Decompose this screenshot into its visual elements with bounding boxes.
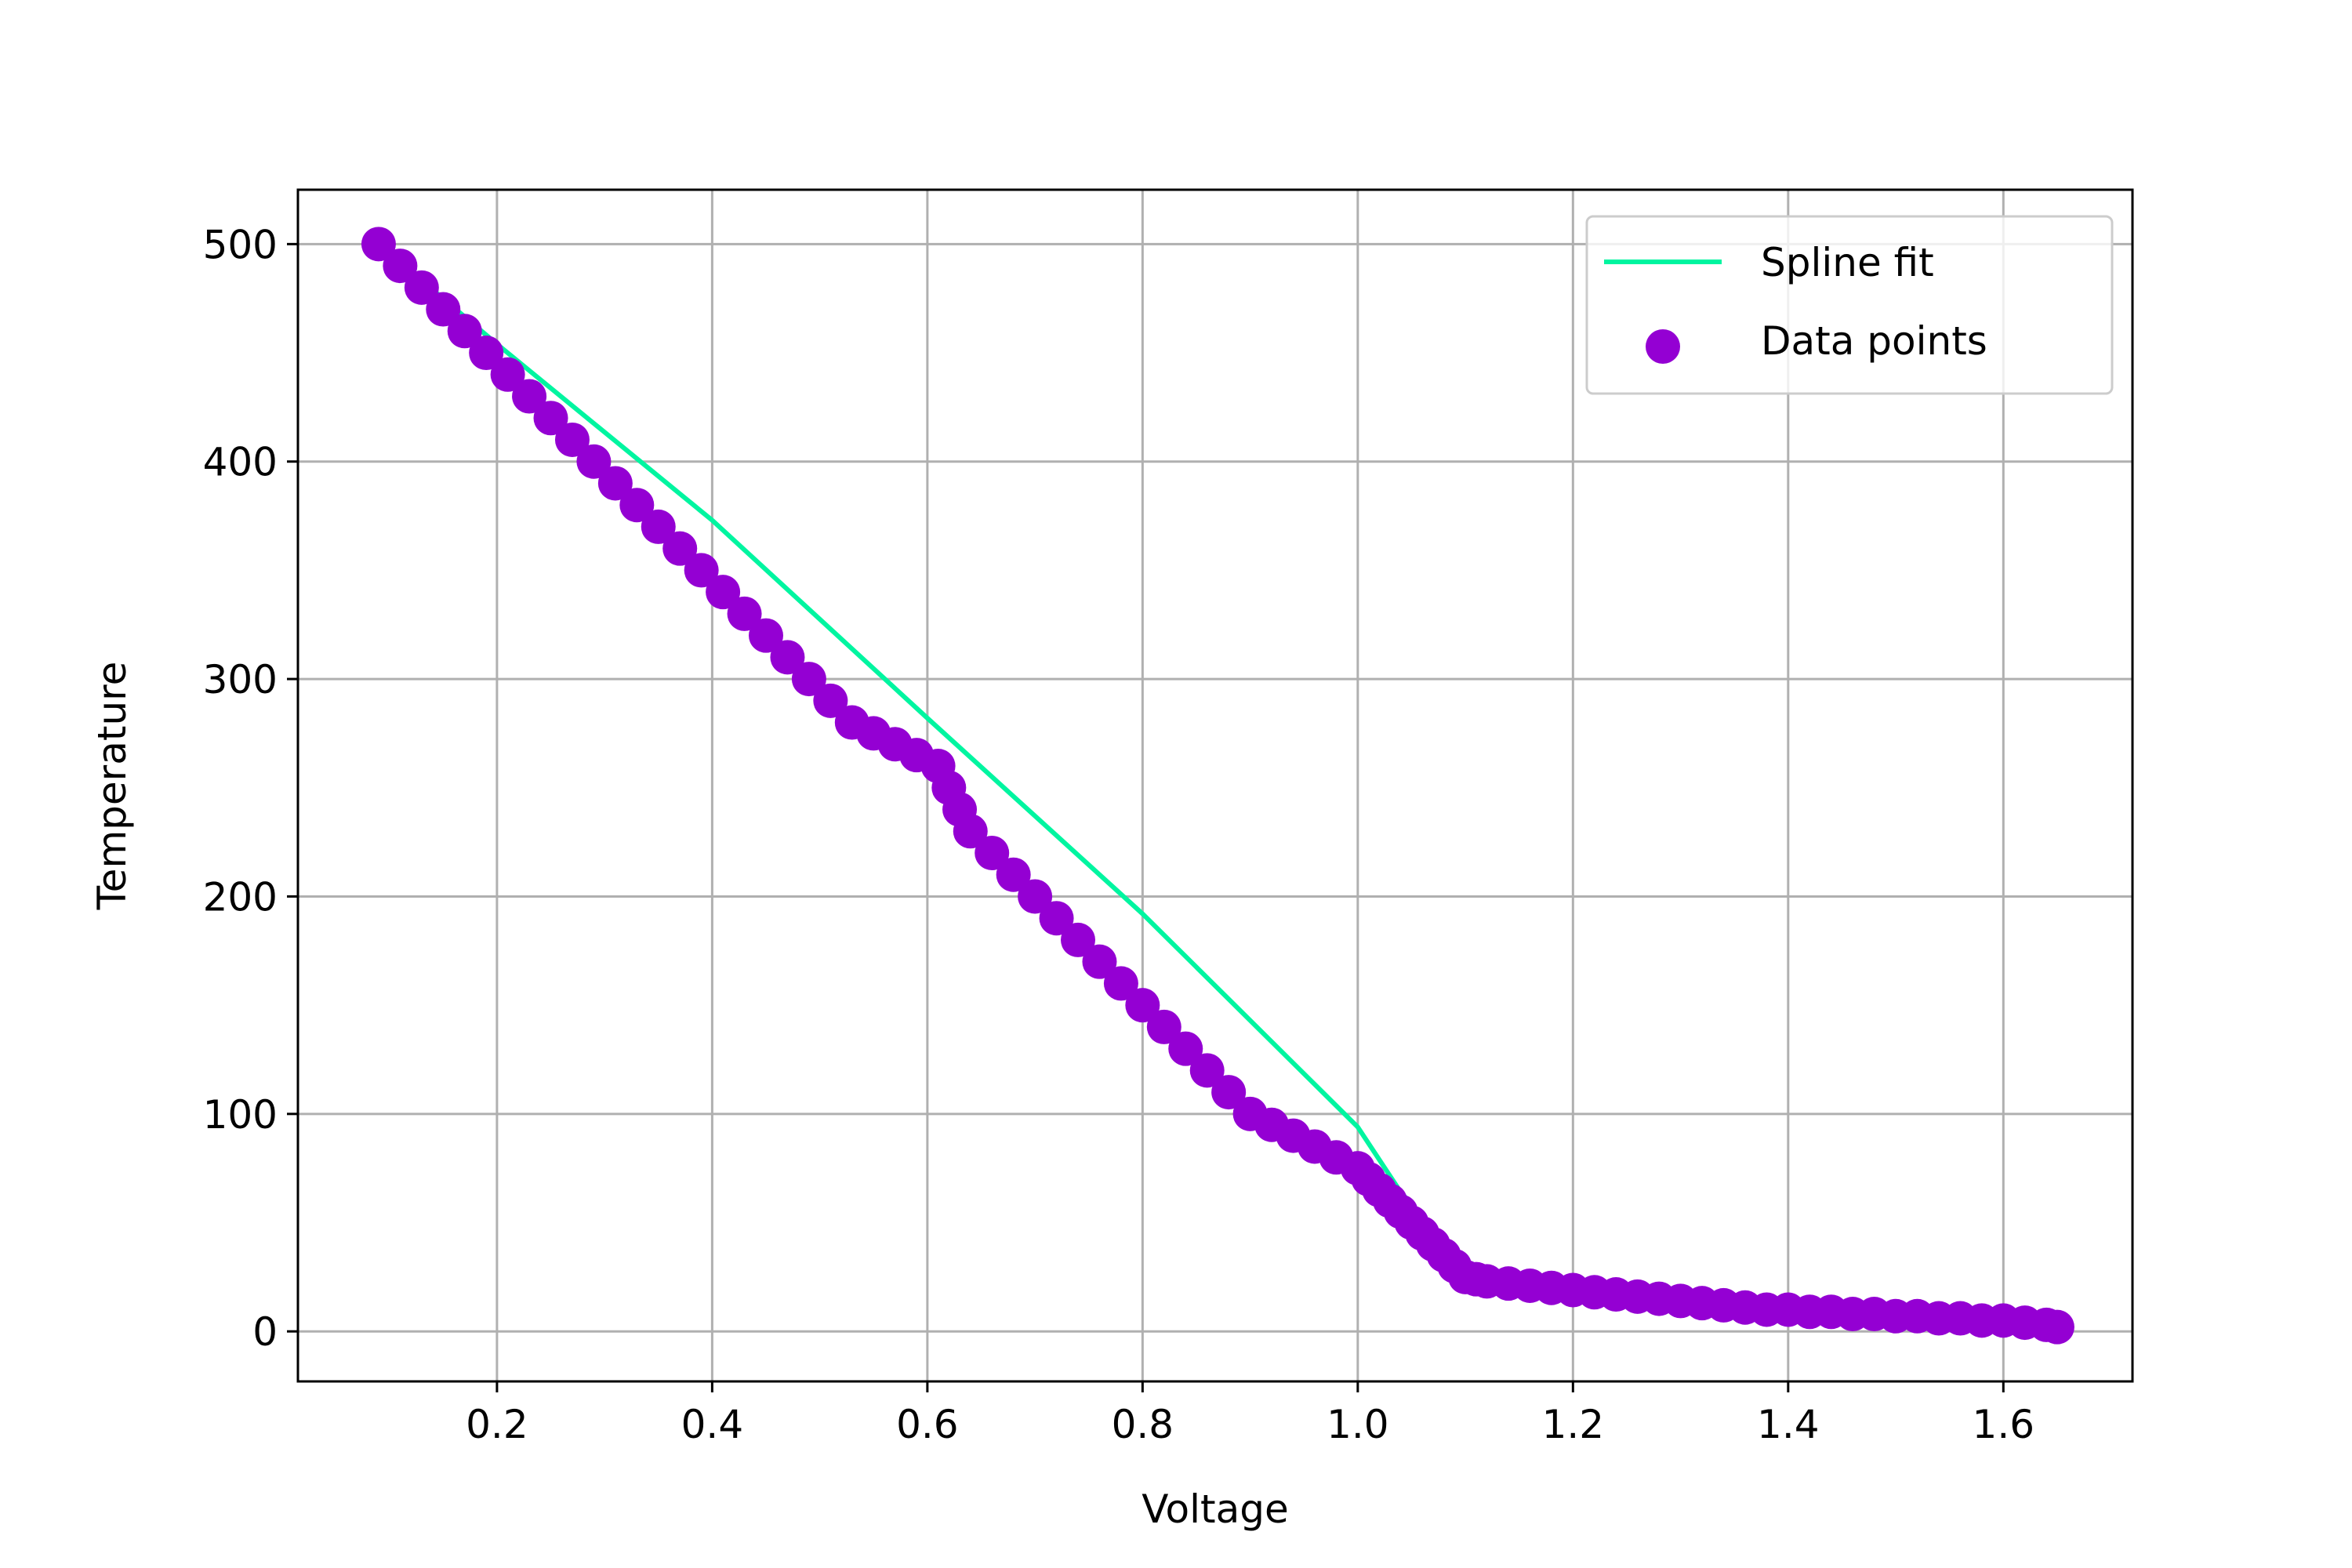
data-point <box>512 379 547 414</box>
data-point <box>975 835 1010 870</box>
data-point <box>469 336 504 371</box>
legend-label-data-points: Data points <box>1761 318 1987 364</box>
y-tick-label: 200 <box>203 874 278 920</box>
data-point <box>383 249 418 284</box>
x-tick-label: 0.6 <box>896 1402 959 1447</box>
data-point <box>1189 1053 1225 1088</box>
x-tick-label: 1.2 <box>1542 1402 1605 1447</box>
data-point <box>2039 1309 2074 1345</box>
data-point <box>533 401 568 436</box>
data-point <box>706 575 741 610</box>
data-point <box>1125 988 1160 1023</box>
data-point <box>426 292 461 327</box>
x-tick-label: 0.8 <box>1112 1402 1174 1447</box>
y-tick-label: 400 <box>203 440 278 485</box>
axes-frame <box>296 188 2134 1383</box>
y-tick-label: 300 <box>203 657 278 702</box>
data-point <box>791 662 826 697</box>
data-point <box>684 553 719 588</box>
data-point <box>490 357 525 392</box>
data-point <box>1061 922 1096 957</box>
data-point <box>1168 1031 1203 1066</box>
x-tick-label: 1.0 <box>1327 1402 1389 1447</box>
data-point <box>770 640 805 675</box>
data-point <box>1103 966 1138 1001</box>
data-point <box>1146 1009 1181 1044</box>
x-tick-label: 1.4 <box>1757 1402 1820 1447</box>
data-point <box>597 466 633 501</box>
data-point <box>447 314 482 349</box>
data-point <box>727 596 762 631</box>
y-tick-label: 0 <box>252 1309 278 1355</box>
data-point <box>953 814 988 849</box>
data-point <box>404 270 439 305</box>
data-points-layer <box>361 227 2074 1345</box>
legend-data-points-swatch <box>1646 329 1680 364</box>
y-tick-label: 100 <box>203 1092 278 1138</box>
data-point <box>813 683 848 718</box>
y-tick-label: 500 <box>203 222 278 267</box>
data-point <box>662 531 698 566</box>
data-point <box>554 422 590 457</box>
data-point <box>1082 944 1117 979</box>
x-tick-label: 0.4 <box>681 1402 744 1447</box>
x-tick-label: 1.6 <box>1973 1402 2035 1447</box>
data-point <box>641 509 676 544</box>
ticks: 0.2 0.4 0.6 0.8 1.0 1.2 1.4 1.6 0 100 200 300 400 500 <box>203 222 2035 1447</box>
data-point <box>576 444 612 479</box>
data-point <box>1211 1075 1247 1110</box>
data-point <box>361 227 396 262</box>
x-axis-label: Voltage <box>1142 1486 1289 1532</box>
y-axis-label: Temperature <box>89 662 135 911</box>
data-point <box>996 857 1031 892</box>
legend-label-spline-fit: Spline fit <box>1761 240 1934 285</box>
data-point <box>1018 879 1053 914</box>
legend: Spline fit Data points <box>1585 215 2114 395</box>
data-point <box>1039 901 1074 936</box>
data-point <box>749 618 784 653</box>
data-point <box>619 488 655 523</box>
x-tick-label: 0.2 <box>466 1402 528 1447</box>
